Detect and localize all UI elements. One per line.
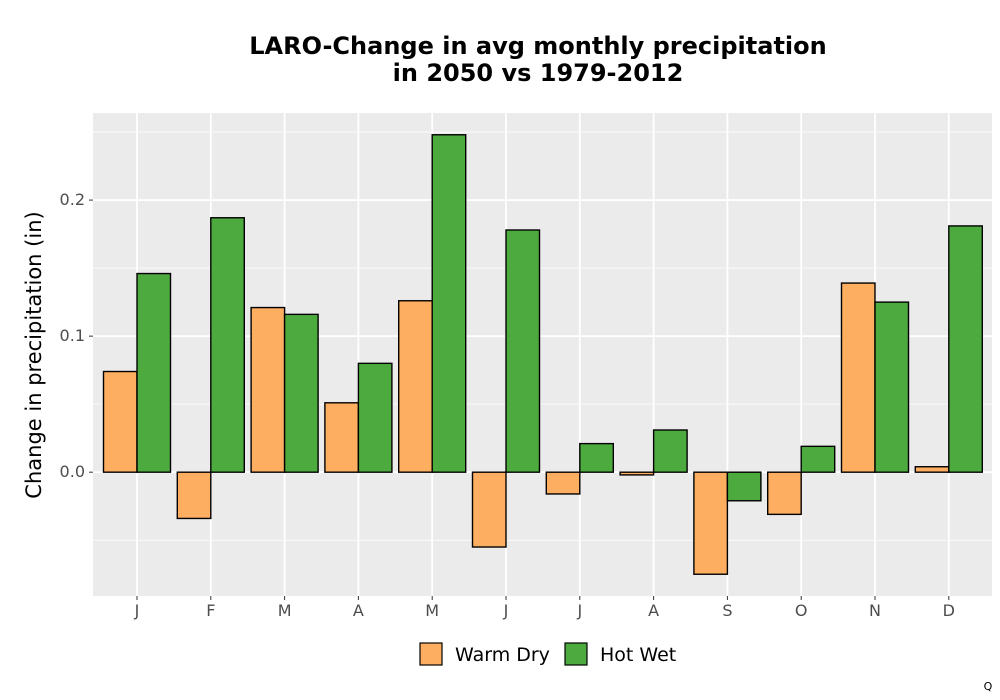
corner-mark: Q (984, 680, 993, 693)
y-tick-label: 0.2 (60, 190, 85, 209)
bar-hot-wet (948, 225, 983, 473)
chart-title-line-2: in 2050 vs 1979-2012 (393, 59, 684, 87)
bar-hot-wet (431, 134, 467, 473)
y-tick-label: 0.0 (60, 462, 85, 481)
bar-warm-dry (693, 471, 729, 575)
y-axis-ticks: 0.0 0.1 0.2 (60, 190, 93, 481)
y-tick-label: 0.1 (60, 326, 85, 345)
x-tick-label: M (278, 601, 292, 620)
bar-hot-wet (210, 217, 246, 473)
legend-label-warm-dry: Warm Dry (455, 644, 550, 666)
x-tick-label: N (869, 601, 881, 620)
bar-hot-wet (800, 445, 836, 473)
bar-hot-wet (136, 272, 172, 473)
x-tick-label: O (795, 601, 808, 620)
x-tick-label: M (425, 601, 439, 620)
bar-warm-dry (324, 402, 360, 473)
x-tick-label: D (943, 601, 955, 620)
bar-warm-dry (840, 282, 876, 473)
y-axis-title: Change in precipitation (in) (22, 211, 46, 498)
bar-warm-dry (102, 370, 138, 473)
bar-warm-dry (767, 471, 802, 516)
bar-warm-dry (545, 471, 581, 495)
bar-warm-dry (471, 471, 507, 548)
bar-hot-wet (652, 429, 688, 473)
x-tick-label: A (353, 601, 364, 620)
bar-hot-wet (357, 362, 393, 473)
bar-warm-dry (914, 466, 950, 473)
x-tick-label: J (134, 601, 140, 620)
x-tick-label: J (503, 601, 509, 620)
x-tick-label: A (648, 601, 659, 620)
bar-warm-dry (619, 471, 655, 476)
bar-hot-wet (874, 301, 910, 473)
chart-title: LARO-Change in avg monthly precipitation… (249, 32, 826, 87)
legend-swatch-hot-wet (564, 642, 588, 666)
legend-label-hot-wet: Hot Wet (600, 644, 676, 666)
legend: Warm Dry Hot Wet (419, 642, 676, 666)
x-tick-label: J (576, 601, 582, 620)
bar-warm-dry (398, 300, 433, 473)
bar-hot-wet (505, 229, 541, 473)
bars (102, 134, 983, 575)
x-tick-label: F (206, 601, 215, 620)
bar-warm-dry (250, 306, 286, 473)
legend-swatch-warm-dry (419, 642, 443, 666)
bar-hot-wet (579, 442, 614, 473)
bar-warm-dry (176, 471, 212, 520)
x-tick-label: S (722, 601, 732, 620)
bar-hot-wet (726, 471, 762, 502)
chart-title-line-1: LARO-Change in avg monthly precipitation (249, 32, 826, 60)
bar-hot-wet (283, 313, 319, 473)
